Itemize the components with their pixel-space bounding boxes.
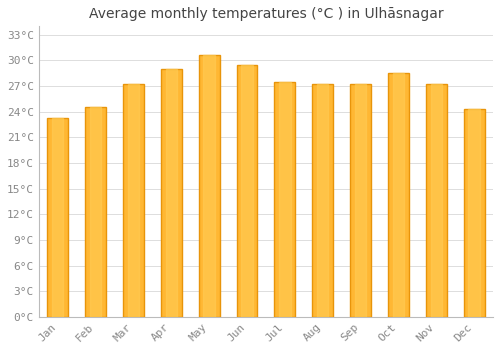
Bar [52,118,64,317]
Bar [123,84,144,317]
Bar [430,84,442,317]
Bar [198,55,220,317]
Bar [355,84,366,317]
Bar [279,82,290,317]
Bar [166,69,177,317]
Bar [128,84,139,317]
Bar [90,107,102,317]
Bar [48,118,68,317]
Bar [236,65,258,317]
Bar [85,107,106,317]
Bar [426,84,446,317]
Bar [350,84,371,317]
Bar [204,55,215,317]
Bar [392,73,404,317]
Bar [161,69,182,317]
Bar [388,73,409,317]
Bar [468,109,480,317]
Title: Average monthly temperatures (°C ) in Ulhāsnagar: Average monthly temperatures (°C ) in Ul… [88,7,443,21]
Bar [242,65,252,317]
Bar [464,109,484,317]
Bar [274,82,295,317]
Bar [312,84,333,317]
Bar [317,84,328,317]
